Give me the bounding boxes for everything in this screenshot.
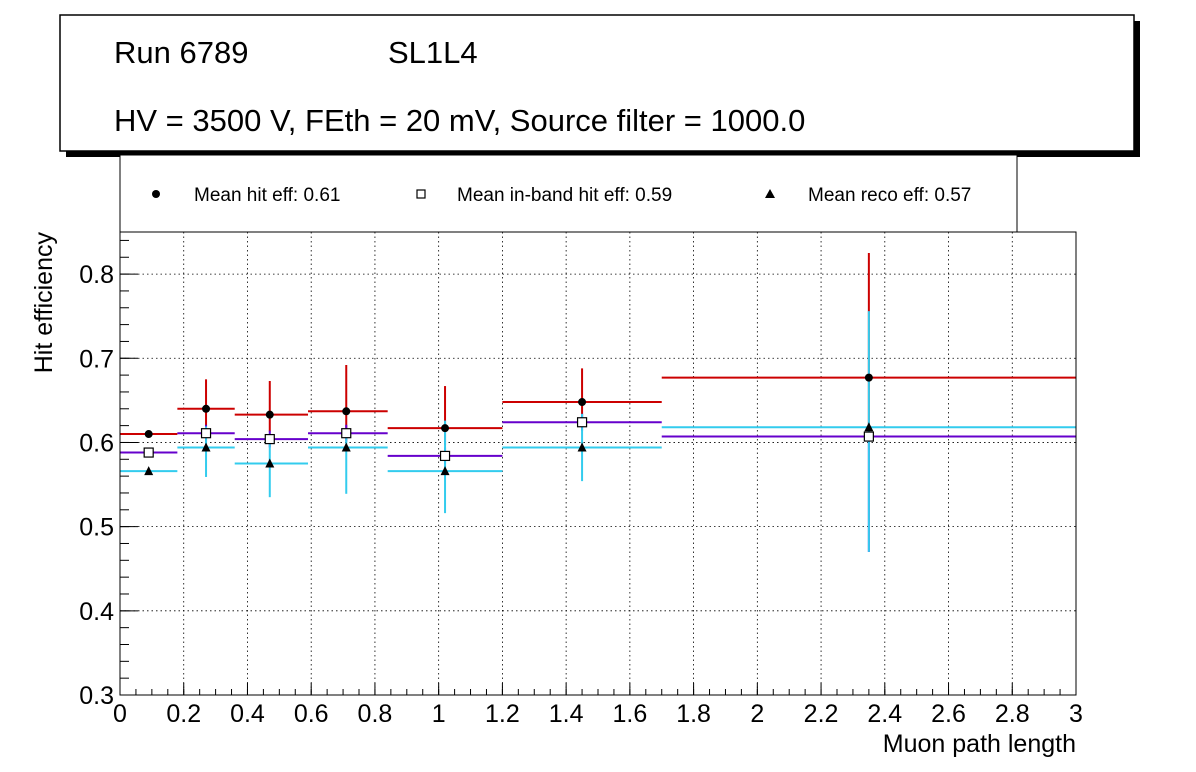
x-tick-label: 2	[750, 700, 764, 728]
legend-label-reco: Mean reco eff: 0.57	[808, 185, 971, 206]
y-tick-label: 0.3	[79, 682, 114, 710]
reco-eff-point	[201, 442, 211, 452]
x-tick-label: 1	[432, 700, 446, 728]
inband-eff-point	[439, 450, 451, 462]
x-tick-label: 1.6	[612, 700, 647, 728]
inband-eff-point	[863, 431, 874, 442]
header-run: Run 6789	[114, 35, 248, 70]
hit-eff-point	[441, 424, 450, 433]
x-tick-label: 2.4	[867, 700, 902, 728]
hit-eff-point	[864, 373, 873, 382]
header-box	[59, 14, 1135, 152]
inband-eff-point	[576, 417, 588, 428]
legend: Mean hit eff: 0.61 Mean in-band hit eff:…	[152, 185, 971, 206]
x-tick-label: 1.4	[549, 700, 584, 728]
error-bars	[120, 253, 1076, 552]
hit-eff-point	[202, 404, 211, 413]
x-tick-label: 1.8	[676, 700, 711, 728]
x-tick-label: 0.4	[230, 700, 265, 728]
header-conditions: HV = 3500 V, FEth = 20 mV, Source filter…	[114, 103, 805, 138]
hit-eff-point	[265, 410, 274, 419]
header-layer: SL1L4	[388, 35, 478, 70]
reco-eff-point	[265, 458, 275, 468]
y-tick-label: 0.5	[79, 514, 114, 542]
x-tick-label: 3	[1069, 700, 1083, 728]
reco-eff-point	[864, 422, 874, 432]
y-axis-label: Hit efficiency	[30, 232, 58, 374]
legend-marker-circle	[152, 190, 160, 198]
inband-eff-point	[264, 433, 275, 445]
x-tick-label: 0.6	[294, 700, 329, 728]
legend-label-hit: Mean hit eff: 0.61	[194, 185, 340, 206]
x-tick-label: 2.8	[995, 700, 1030, 728]
legend-box	[119, 154, 1018, 233]
x-tick-label: 2.2	[804, 700, 839, 728]
x-tick-label: 2.6	[931, 700, 966, 728]
x-axis-label: Muon path length	[883, 730, 1076, 758]
legend-marker-square	[416, 189, 426, 199]
hit-eff-point	[342, 407, 351, 416]
y-tick-label: 0.7	[79, 345, 114, 373]
x-tick-label: 0.2	[166, 700, 201, 728]
reco-eff-point	[144, 466, 154, 476]
y-tick-label: 0.8	[79, 261, 114, 289]
markers	[143, 373, 874, 476]
axes: 0 0.2 0.4 0.6 0.8 1 1.2 1.4 1.6 1.8 2 2.2 2.4 2.6 2.8 3…	[79, 239, 1083, 728]
x-tick-label: 1.2	[485, 700, 520, 728]
x-tick-label: 0.8	[358, 700, 393, 728]
grid	[120, 232, 1076, 695]
hit-eff-point	[144, 430, 153, 439]
reco-eff-point	[440, 466, 450, 476]
inband-eff-point	[200, 428, 212, 439]
hit-eff-point	[578, 398, 587, 407]
inband-eff-point	[143, 447, 154, 458]
reco-eff-point	[341, 442, 351, 452]
legend-label-inband: Mean in-band hit eff: 0.59	[457, 185, 672, 206]
y-tick-label: 0.4	[79, 598, 114, 626]
inband-eff-point	[341, 428, 352, 439]
legend-marker-triangle	[765, 189, 775, 198]
x-tick-label: 0	[113, 700, 127, 728]
y-tick-label: 0.6	[79, 429, 114, 457]
reco-eff-point	[577, 442, 587, 452]
